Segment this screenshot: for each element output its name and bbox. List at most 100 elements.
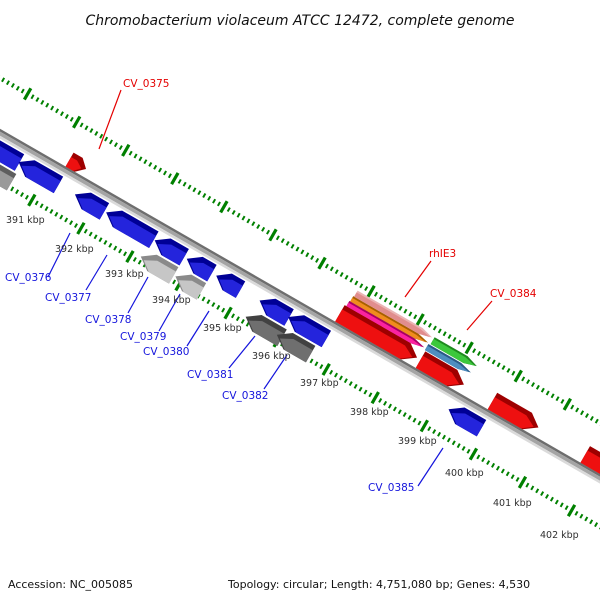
ruler-lower-minor-tick [118, 248, 123, 254]
ruler-upper-minor-tick [427, 322, 432, 328]
ruler-upper-minor-tick [526, 379, 531, 385]
ruler-upper-minor-tick [589, 415, 594, 421]
ruler-lower-minor-tick [412, 417, 417, 423]
ruler-lower-minor-tick [211, 302, 216, 308]
ruler-upper-minor-tick [30, 94, 35, 100]
gene-arrow-CV_0378-face [143, 260, 176, 284]
ruler-upper-minor-tick [349, 277, 354, 283]
ruler-lower-minor-tick [309, 358, 314, 364]
gene-label: CV_0380 [143, 346, 190, 358]
gene-label: CV_0378 [85, 314, 132, 326]
ruler-upper-minor-tick [45, 102, 50, 108]
gene-arrow-rhIE3-face [335, 309, 413, 359]
ruler-lower-major-tick [125, 250, 135, 264]
gene-arrow-CV_0378 [140, 254, 179, 284]
gene-label-leader [404, 260, 432, 298]
ruler-lower-major-tick [321, 363, 331, 376]
kbp-label: 397 kbp [300, 378, 339, 389]
ruler-upper-minor-tick [35, 97, 40, 103]
ruler-lower-minor-tick [113, 245, 118, 251]
ruler-lower-minor-tick [432, 429, 437, 434]
ruler-upper-minor-tick [148, 162, 153, 167]
ruler-upper-minor-tick [202, 193, 207, 198]
ruler-lower-minor-tick [64, 217, 69, 223]
ruler-lower-minor-tick [437, 431, 442, 437]
gene-arrow-CV_0381 [245, 315, 287, 346]
ruler-upper-minor-tick [197, 190, 202, 196]
ruler-upper-major-tick [415, 313, 425, 327]
ruler-lower-minor-tick [334, 372, 339, 378]
ruler-lower-minor-tick [378, 398, 383, 403]
ruler-upper-minor-tick [344, 274, 349, 280]
gene-label: CV_0376 [5, 272, 52, 284]
ruler-upper-minor-tick [511, 370, 516, 376]
ruler-upper-minor-tick [241, 215, 246, 221]
ruler-lower-minor-tick [402, 412, 407, 418]
gene-label-leader [186, 310, 210, 347]
gene-arrow [288, 315, 332, 348]
footer-stats: Topology: circular; Length: 4,751,080 bp… [227, 578, 530, 591]
ruler-upper-minor-tick [133, 153, 138, 159]
ruler-lower-minor-tick [235, 316, 240, 322]
ruler-lower-minor-tick [446, 437, 451, 443]
gene-label: CV_0382 [222, 390, 269, 402]
gene-label-leader [158, 293, 181, 332]
ruler-upper-minor-tick [540, 387, 545, 393]
ruler-lower-minor-tick [392, 406, 397, 412]
ruler-upper-minor-tick [398, 305, 403, 311]
gene-label-leader [466, 300, 493, 331]
kbp-label: 398 kbp [350, 407, 389, 418]
ruler-upper-minor-tick [182, 181, 187, 187]
ruler-lower-minor-tick [34, 200, 39, 206]
gene-arrow-CV_0384-face [430, 338, 475, 366]
ruler-upper-minor-tick [545, 390, 550, 396]
gene-arrow-rhIE3 [335, 305, 418, 360]
ruler-lower-minor-tick [123, 251, 128, 257]
gene-arrow-CV_0377 [106, 210, 159, 248]
ruler-lower-minor-tick [461, 445, 466, 451]
ruler-upper-minor-tick [373, 291, 378, 297]
ruler-lower-minor-tick [515, 477, 520, 482]
ruler-lower-minor-tick [441, 434, 446, 440]
ruler-upper-minor-tick [246, 218, 251, 224]
ruler-lower-minor-tick [427, 426, 432, 432]
gene-arrow-CV_0376 [74, 192, 110, 220]
ruler-lower-minor-tick [348, 381, 353, 387]
gene-arrow-CV_0381-face [248, 320, 285, 346]
ruler-lower-minor-tick [353, 383, 358, 389]
ruler-upper-minor-tick [486, 356, 491, 362]
ruler-lower-minor-tick [574, 510, 579, 516]
gene-arrow [154, 238, 189, 266]
gene-arrow-CV_0379-face [178, 280, 204, 300]
gene-label: rhIE3 [429, 248, 456, 260]
ruler-upper-minor-tick [5, 80, 10, 86]
ruler-lower-minor-tick [20, 192, 24, 197]
ruler-upper-minor-tick [329, 266, 334, 272]
ruler-upper-minor-tick [462, 342, 467, 348]
ruler-upper-minor-tick [506, 367, 511, 373]
ruler-lower-minor-tick [39, 203, 44, 209]
ruler-upper-minor-tick [167, 173, 172, 179]
ruler-upper-minor-tick [113, 142, 118, 148]
genome-backbone [0, 88, 600, 525]
ruler-lower-minor-tick [407, 414, 412, 420]
gene-arrow-CV_0375-face [65, 156, 82, 171]
gene-arrow [354, 290, 433, 338]
ruler-upper-major-tick [317, 256, 327, 270]
gene-arrow-face [0, 117, 22, 171]
ruler-lower-minor-tick [535, 488, 540, 494]
ruler-upper-minor-tick [231, 209, 236, 215]
gene-label-leader [228, 335, 256, 369]
ruler-lower-minor-tick [338, 375, 343, 381]
ruler-lower-minor-tick [451, 440, 456, 446]
ruler-upper-minor-tick [55, 108, 60, 114]
ruler-upper-major-tick [72, 115, 82, 129]
ruler-upper-minor-tick [575, 407, 580, 413]
ruler-upper-minor-tick [79, 122, 84, 128]
ruler-lower-minor-tick [83, 228, 88, 234]
ruler-lower-minor-tick [584, 516, 589, 522]
ruler-upper-minor-tick [364, 286, 369, 292]
ruler-upper-minor-tick [192, 187, 197, 193]
gene-arrow-face [424, 345, 469, 373]
